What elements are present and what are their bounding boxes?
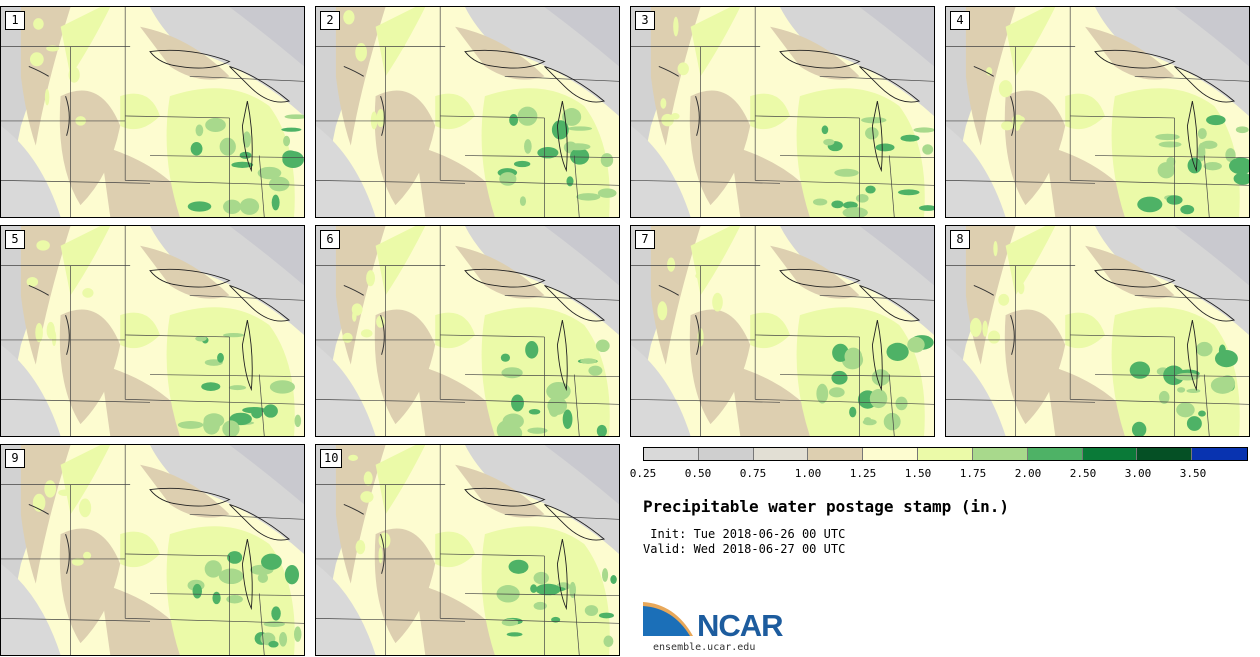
ensemble-member-map: 1 bbox=[0, 6, 305, 218]
colorbar-segment bbox=[1137, 448, 1193, 460]
ensemble-member-map: 2 bbox=[315, 6, 620, 218]
map-field bbox=[316, 445, 619, 655]
map-field bbox=[631, 7, 934, 217]
ncar-logo-icon bbox=[643, 602, 693, 636]
ensemble-member-map: 8 bbox=[945, 225, 1250, 437]
colorbar-tick-label: 0.75 bbox=[739, 467, 767, 480]
member-number: 5 bbox=[5, 230, 25, 249]
member-number: 6 bbox=[320, 230, 340, 249]
colorbar-tick-label: 1.75 bbox=[959, 467, 987, 480]
colorbar-segment bbox=[972, 448, 1028, 460]
map-field bbox=[946, 7, 1249, 217]
map-field bbox=[1, 7, 304, 217]
colorbar-tick-label: 0.50 bbox=[684, 467, 712, 480]
ensemble-member-map: 3 bbox=[630, 6, 935, 218]
ensemble-member-map: 6 bbox=[315, 225, 620, 437]
colorbar-segment bbox=[918, 448, 973, 460]
ensemble-member-map: 5 bbox=[0, 225, 305, 437]
colorbar-segment bbox=[698, 448, 754, 460]
map-field bbox=[946, 226, 1249, 436]
colorbar-segment bbox=[1192, 448, 1247, 460]
ensemble-member-map: 4 bbox=[945, 6, 1250, 218]
ensemble-member-map: 10 bbox=[315, 444, 620, 656]
init-time: Init: Tue 2018-06-26 00 UTC bbox=[643, 527, 846, 541]
member-number: 10 bbox=[320, 449, 343, 468]
member-number: 9 bbox=[5, 449, 25, 468]
colorbar-tick-label: 0.25 bbox=[629, 467, 657, 480]
map-field bbox=[1, 226, 304, 436]
figure-title: Precipitable water postage stamp (in.) bbox=[643, 497, 1010, 516]
map-field bbox=[316, 226, 619, 436]
colorbar-segment bbox=[753, 448, 809, 460]
precipitable-water-colorbar bbox=[643, 447, 1248, 461]
valid-time: Valid: Wed 2018-06-27 00 UTC bbox=[643, 542, 846, 556]
colorbar-tick-label: 3.00 bbox=[1124, 467, 1152, 480]
map-field bbox=[1, 445, 304, 655]
member-number: 1 bbox=[5, 11, 25, 30]
colorbar-segment bbox=[644, 448, 699, 460]
map-field bbox=[316, 7, 619, 217]
ensemble-member-map: 9 bbox=[0, 444, 305, 656]
map-field bbox=[631, 226, 934, 436]
colorbar-segment bbox=[808, 448, 864, 460]
member-number: 4 bbox=[950, 11, 970, 30]
colorbar-segment bbox=[863, 448, 919, 460]
member-number: 3 bbox=[635, 11, 655, 30]
colorbar-tick-label: 2.50 bbox=[1069, 467, 1097, 480]
colorbar-tick-label: 1.00 bbox=[794, 467, 822, 480]
ensemble-member-map: 7 bbox=[630, 225, 935, 437]
logo-wordmark: NCAR bbox=[697, 608, 784, 643]
colorbar-segment bbox=[1027, 448, 1083, 460]
colorbar-tick-label: 2.00 bbox=[1014, 467, 1042, 480]
member-number: 7 bbox=[635, 230, 655, 249]
colorbar-tick-label: 3.50 bbox=[1179, 467, 1207, 480]
member-number: 8 bbox=[950, 230, 970, 249]
member-number: 2 bbox=[320, 11, 340, 30]
logo-url: ensemble.ucar.edu bbox=[653, 642, 756, 653]
colorbar-tick-label: 1.25 bbox=[849, 467, 877, 480]
colorbar-segment bbox=[1082, 448, 1138, 460]
colorbar-tick-label: 1.50 bbox=[904, 467, 932, 480]
